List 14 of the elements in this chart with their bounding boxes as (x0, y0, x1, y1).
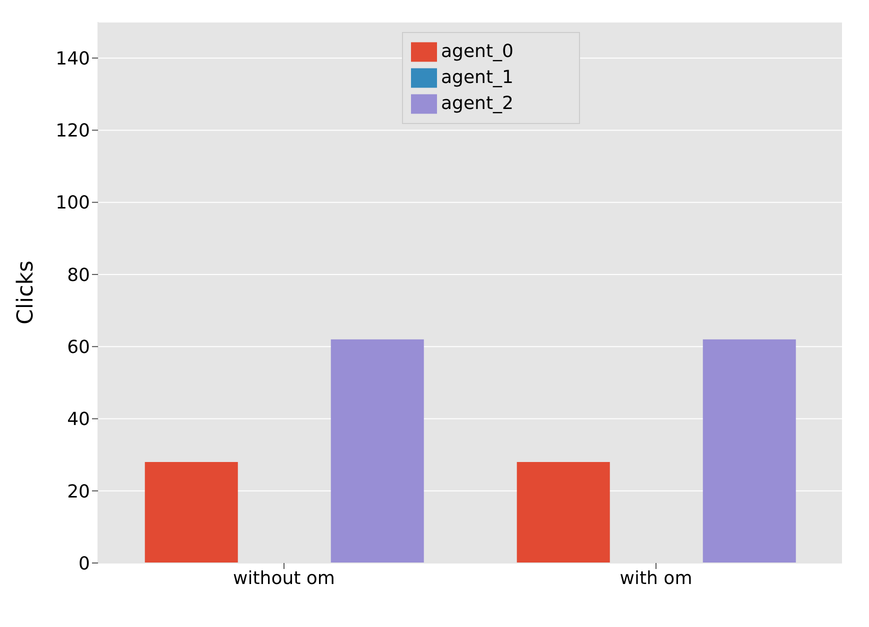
y-tick-label: 60 (67, 336, 90, 358)
y-tick-label: 100 (56, 192, 90, 214)
legend-label: agent_2 (441, 92, 514, 114)
legend-label: agent_0 (441, 40, 514, 62)
x-tick-label: without om (233, 568, 335, 589)
y-tick-label: 20 (67, 481, 90, 502)
legend-label: agent_1 (441, 66, 514, 88)
y-tick-label: 80 (67, 264, 90, 286)
y-tick-label: 140 (56, 48, 90, 70)
y-tick-label: 120 (56, 120, 90, 142)
x-tick-label: with om (620, 568, 692, 589)
y-tick-label: 40 (67, 409, 90, 430)
y-tick-label: 0 (78, 553, 90, 574)
y-axis-title: Clicks (14, 260, 38, 324)
